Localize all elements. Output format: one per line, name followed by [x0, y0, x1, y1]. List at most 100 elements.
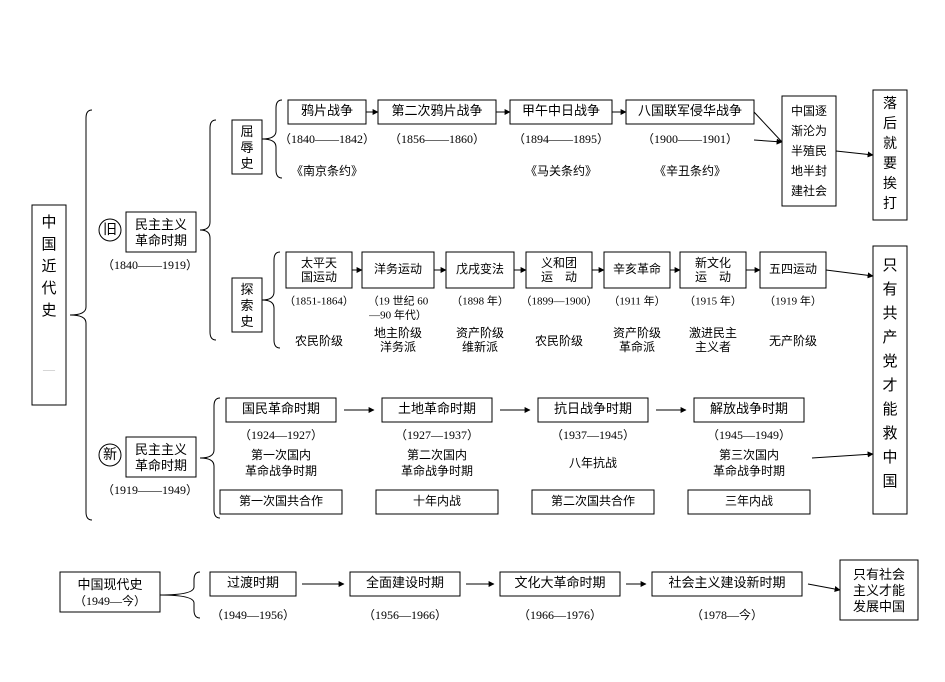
row4-date-1: （1956—1966）	[363, 608, 447, 622]
row2-class-2-a: 资产阶级	[456, 326, 504, 340]
row4-name-0: 过渡时期	[227, 575, 279, 590]
row3-date-1: （1927—1937）	[395, 428, 479, 442]
row3-tag-2: 第二次国共合作	[551, 493, 635, 508]
row2-date-4: （1911 年）	[608, 294, 665, 308]
svg-text:后: 后	[883, 116, 897, 132]
row3-sub-0-b: 革命战争时期	[245, 463, 317, 478]
row4-date-2: （1966—1976）	[518, 608, 602, 622]
row1-result-4: 建社会	[791, 183, 827, 198]
row3-sub-1-a: 第二次国内	[407, 448, 467, 462]
svg-text:国: 国	[882, 473, 897, 490]
row3-name-1: 土地革命时期	[398, 401, 476, 416]
row3-date-3: （1945—1949）	[707, 428, 791, 442]
row1-treaty-0: 《南京条约》	[291, 163, 363, 178]
row3-name-3: 解放战争时期	[710, 401, 788, 416]
svg-text:打: 打	[883, 195, 897, 212]
row3-sub-0-a: 第一次国内	[251, 448, 311, 462]
row2-name-5-a: 新文化	[695, 255, 731, 270]
row4-name-3: 社会主义建设新时期	[668, 575, 785, 590]
svg-text:产: 产	[882, 329, 897, 346]
svg-text:只: 只	[882, 258, 897, 274]
row1-result-2: 半殖民	[791, 143, 827, 158]
connector	[808, 584, 840, 590]
period-new-l2: 革命时期	[135, 458, 187, 473]
svg-text:要: 要	[883, 157, 897, 172]
svg-text:挨: 挨	[883, 176, 897, 192]
row3-sub-3-a: 第三次国内	[719, 448, 779, 462]
svg-text:辱: 辱	[240, 140, 253, 155]
root-title: 中国近代史	[41, 214, 56, 319]
svg-text:近: 近	[41, 258, 56, 275]
row2-name-0-b: 国运动	[301, 270, 337, 284]
modern-conc-3: 发展中国	[853, 599, 905, 614]
modern-conc-2: 主义才能	[853, 583, 905, 598]
svg-text:史: 史	[240, 156, 253, 171]
row2-date-1: （19 世纪 60	[368, 295, 429, 308]
row2-date-1-b: —90 年代）	[368, 308, 427, 322]
row3-name-0: 国民革命时期	[242, 401, 320, 416]
row2-date-2: （1898 年）	[451, 294, 509, 308]
svg-text:国: 国	[41, 236, 56, 253]
row2-name-4: 辛亥革命	[613, 261, 661, 276]
row3-tag-0: 第一次国共合作	[239, 493, 323, 508]
row2-class-0: 农民阶级	[295, 334, 343, 348]
brace	[70, 110, 92, 520]
period-old-l1: 民主主义	[135, 217, 187, 232]
row2-class-4-b: 革命派	[619, 339, 655, 354]
brace	[160, 572, 200, 618]
svg-text:共: 共	[882, 305, 897, 322]
row3-sub-3-b: 革命战争时期	[713, 463, 785, 478]
row1-result-0: 中国逐	[791, 103, 827, 118]
row4-name-1: 全面建设时期	[366, 575, 444, 590]
connector	[826, 270, 873, 276]
row1-name-3: 八国联军侵华战争	[638, 103, 742, 118]
row4-date-0: （1949—1956）	[211, 608, 295, 622]
row4-date-3: （1978—今）	[691, 607, 763, 622]
svg-text:党: 党	[882, 353, 897, 370]
row1-result-1: 渐沦为	[791, 123, 827, 138]
row2-class-2-b: 维新派	[462, 339, 498, 354]
brace	[200, 398, 220, 518]
svg-text:史: 史	[240, 314, 253, 329]
marker-new-char: 新	[103, 447, 117, 463]
row2-class-4-a: 资产阶级	[613, 326, 661, 340]
modern-title-l2: （1949—今）	[74, 593, 146, 608]
svg-text:探: 探	[240, 282, 253, 297]
row2-date-5: （1915 年）	[684, 294, 742, 308]
svg-text:中: 中	[41, 214, 56, 231]
svg-text:—: —	[42, 362, 56, 376]
row1-date-3: （1900——1901）	[642, 132, 738, 146]
row2-name-1: 洋务运动	[374, 261, 422, 276]
svg-text:救: 救	[882, 425, 897, 442]
period-new-l1: 民主主义	[135, 442, 187, 457]
row1-treaty-2: 《马关条约》	[525, 163, 597, 178]
row2-class-1-b: 洋务派	[380, 339, 416, 354]
row1-label: 屈辱史	[240, 124, 253, 171]
row1-result-3: 地半封	[791, 164, 827, 178]
connector	[812, 454, 873, 458]
connector	[754, 140, 782, 142]
period-old-date: （1840——1919）	[102, 258, 198, 272]
svg-text:有: 有	[882, 281, 897, 298]
row2-class-5-b: 主义者	[695, 340, 731, 354]
row4-name-2: 文化大革命时期	[514, 575, 605, 590]
row2-date-0: （1851-1864）	[284, 295, 354, 308]
modern-conc-1: 只有社会	[853, 567, 905, 582]
row1-date-2: （1894——1895）	[513, 132, 609, 146]
row3-sub-1-b: 革命战争时期	[401, 463, 473, 478]
row2-date-6: （1919 年）	[764, 294, 822, 308]
modern-title-l1: 中国现代史	[77, 577, 142, 592]
svg-text:史: 史	[41, 302, 56, 319]
svg-text:代: 代	[41, 280, 56, 297]
row2-name-3-b: 运 动	[541, 270, 577, 284]
row2-class-3: 农民阶级	[535, 334, 583, 348]
svg-text:屈: 屈	[240, 124, 253, 139]
row1-date-1: （1856——1860）	[389, 132, 485, 146]
period-old-l2: 革命时期	[135, 233, 187, 248]
row1-name-1: 第二次鸦片战争	[391, 103, 482, 118]
connector	[836, 151, 873, 155]
row1-name-2: 甲午中日战争	[522, 103, 600, 118]
row3-name-2: 抗日战争时期	[554, 401, 632, 416]
svg-text:能: 能	[882, 401, 897, 418]
svg-text:就: 就	[883, 136, 897, 152]
